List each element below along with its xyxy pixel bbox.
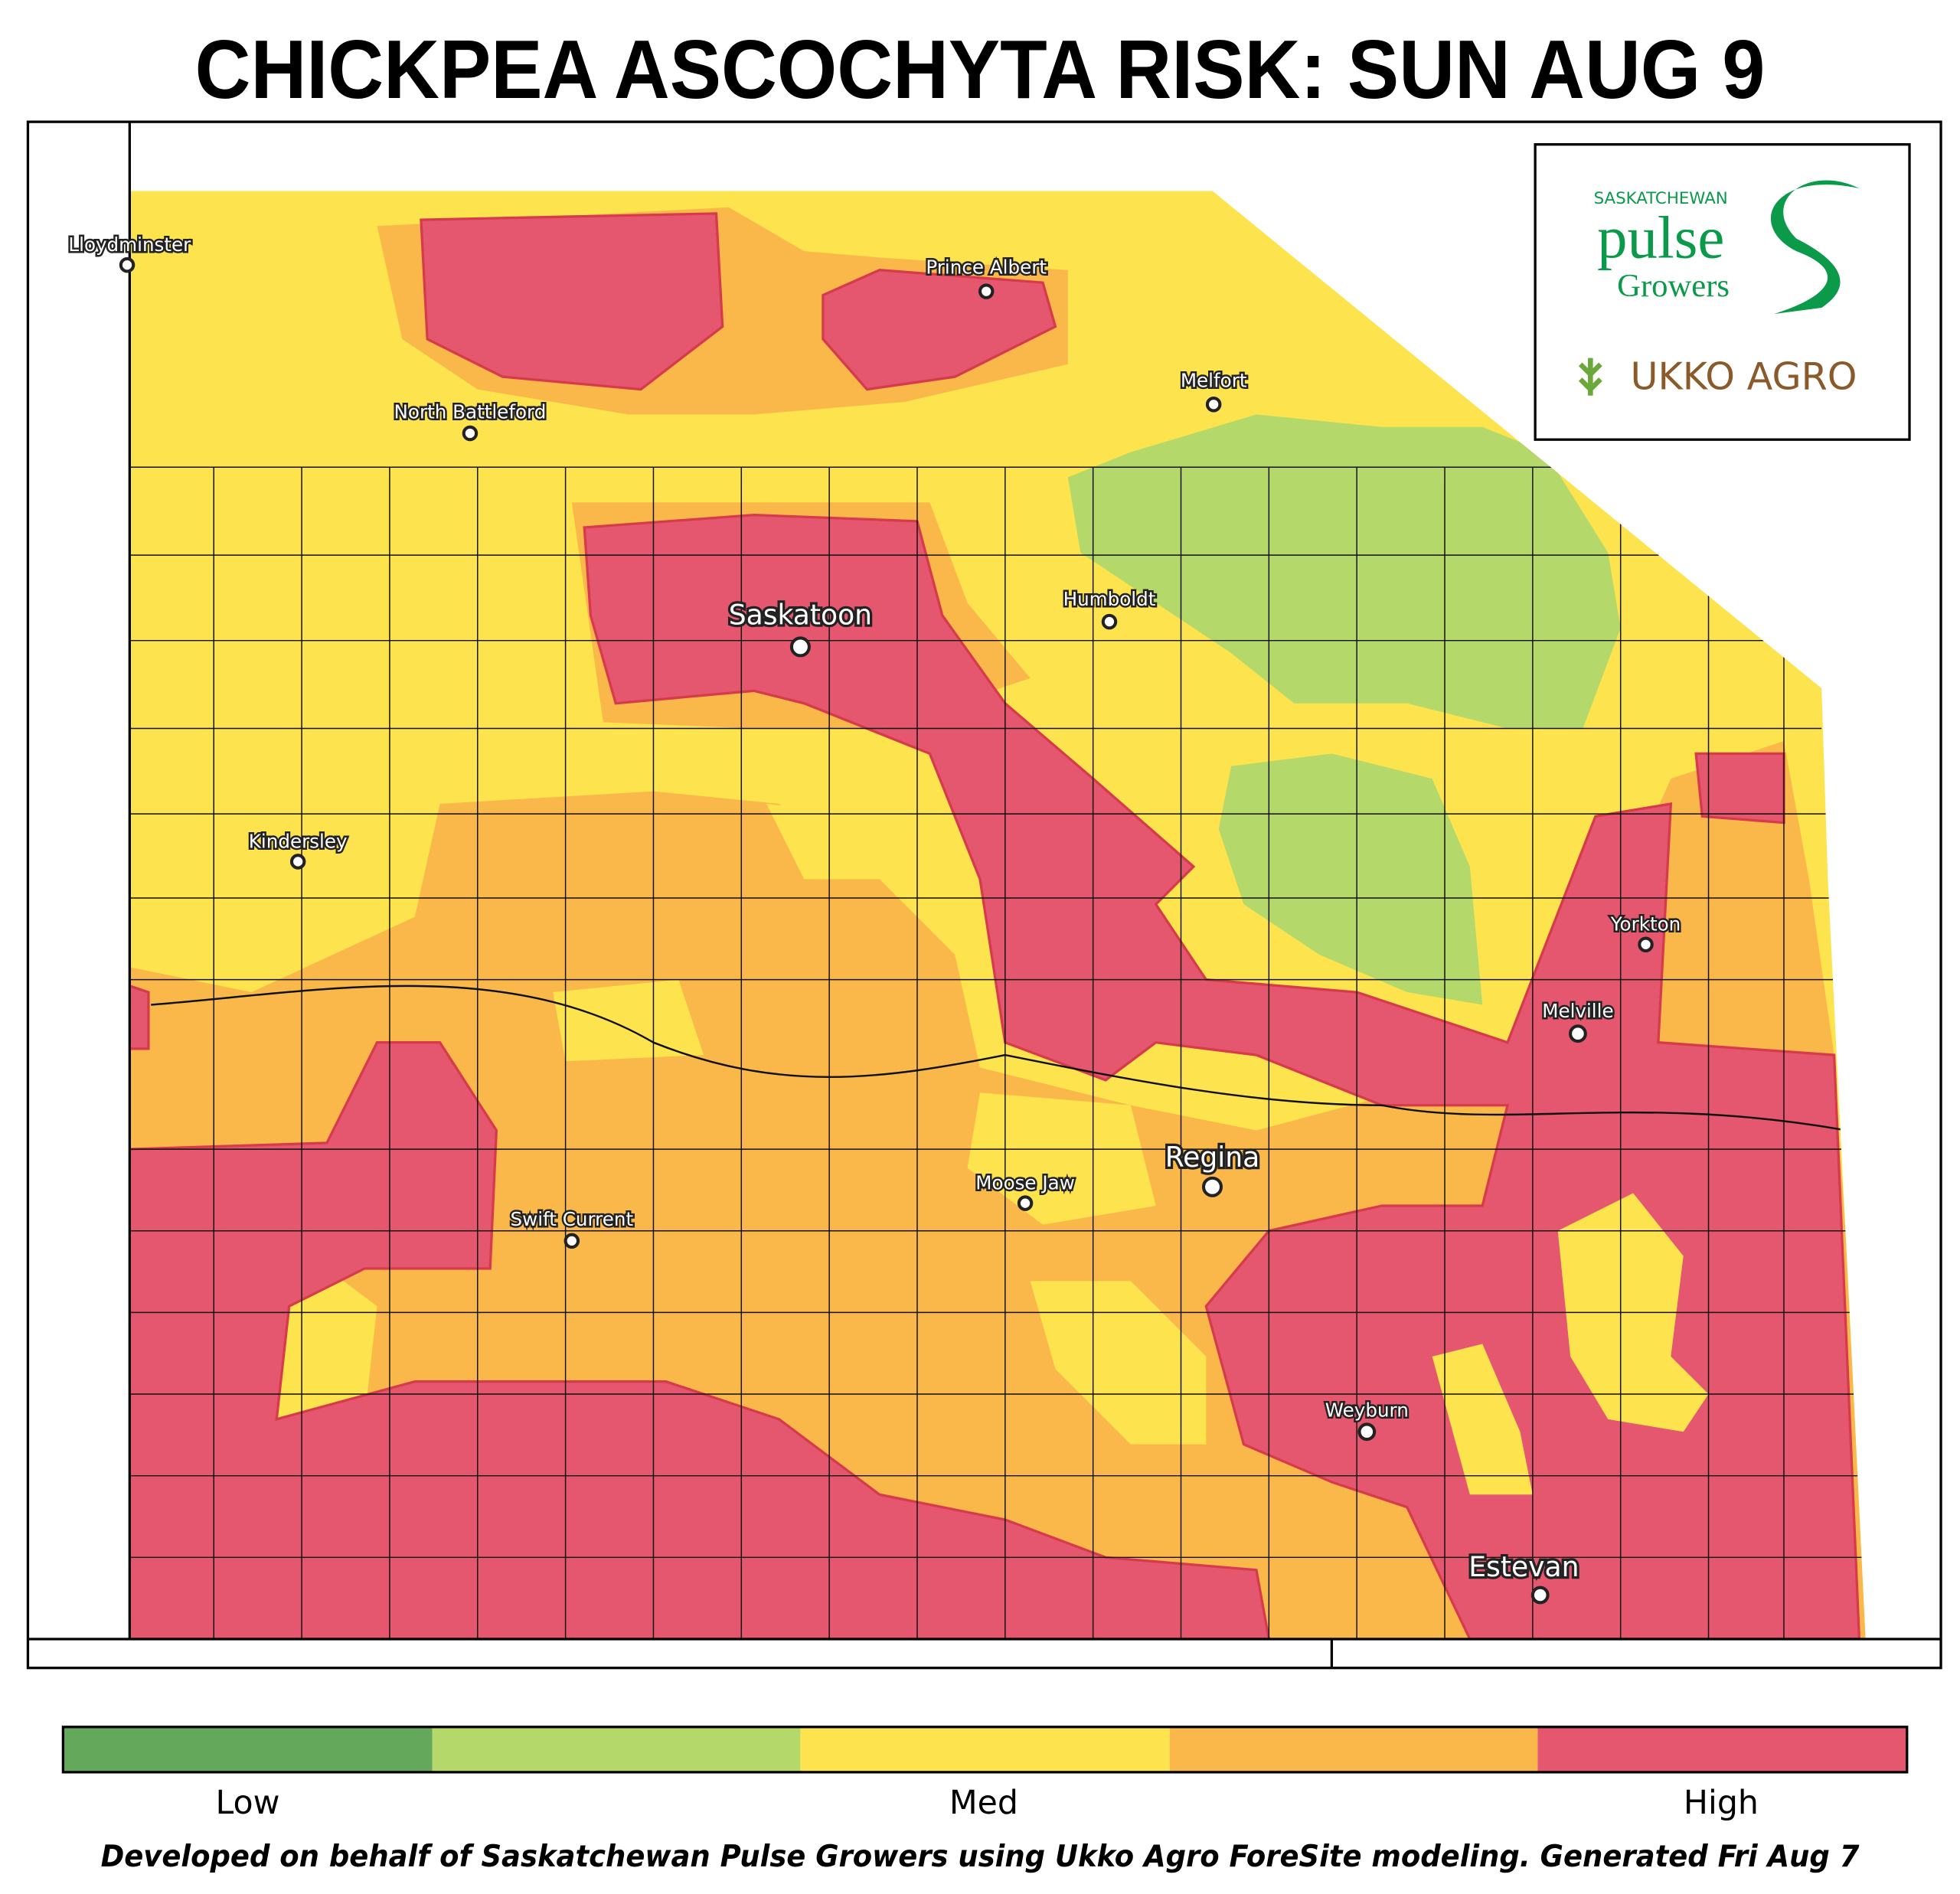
- city-dot: [789, 636, 811, 658]
- legend-frame: [61, 1726, 1909, 1774]
- city-label: Saskatoon: [729, 599, 872, 631]
- logo-org-top: SASKATCHEWAN: [1594, 189, 1728, 208]
- river: [151, 985, 1847, 1132]
- risk-high: [129, 212, 1861, 1639]
- city-dot: [1357, 1422, 1377, 1442]
- city-label: Melville: [1542, 1000, 1613, 1022]
- city-dot: [1530, 1585, 1550, 1605]
- rm-boundaries: [129, 466, 1866, 1639]
- city-label: North Battleford: [394, 400, 547, 423]
- legend-swatch: [1537, 1726, 1907, 1772]
- cities: Lloydminster Prince Albert Melfort North…: [67, 232, 1683, 1605]
- city-label: Kindersley: [249, 830, 348, 852]
- city-dot: [1569, 1024, 1587, 1043]
- province-border: [28, 122, 1942, 1668]
- city-label: Prince Albert: [926, 256, 1047, 279]
- city-dot: [978, 283, 995, 299]
- legend-swatch: [432, 1726, 801, 1772]
- logo-org-sub: Growers: [1617, 268, 1730, 304]
- city-label: Moose Jaw: [975, 1172, 1075, 1194]
- partner-name: UKKO AGRO: [1630, 354, 1857, 399]
- legend-label: Med: [949, 1784, 1018, 1822]
- city-label: Lloydminster: [68, 233, 191, 256]
- city-dot: [462, 425, 479, 442]
- city-label: Estevan: [1468, 1551, 1579, 1583]
- legend: Low Med High: [61, 1726, 1909, 1822]
- logo-mark: [1770, 180, 1860, 315]
- city-dot: [1201, 1176, 1223, 1197]
- city-dot: [1638, 936, 1654, 952]
- city-label: Weyburn: [1325, 1399, 1409, 1422]
- risk-low: [1067, 414, 1734, 1005]
- city-dot: [119, 256, 136, 273]
- city-dot: [1205, 397, 1222, 413]
- legend-swatch: [63, 1726, 433, 1772]
- city-dot: [289, 854, 306, 870]
- city-dot: [1017, 1195, 1034, 1211]
- footer-note: Developed on behalf of Saskatchewan Puls…: [101, 1839, 1860, 1874]
- city-label: Humboldt: [1063, 588, 1156, 610]
- legend-label: Low: [216, 1784, 280, 1822]
- legend-swatch: [800, 1726, 1170, 1772]
- map-title: CHICKPEA ASCOCHYTA RISK: SUN AUG 9: [195, 23, 1766, 116]
- city-dot: [1101, 613, 1118, 630]
- city-label: Swift Current: [510, 1208, 633, 1230]
- legend-label: High: [1684, 1784, 1759, 1822]
- city-dot: [564, 1233, 580, 1249]
- partner-icon: [1578, 358, 1602, 396]
- logo-box: SASKATCHEWAN pulse Growers UKKO AGRO: [1534, 143, 1911, 441]
- city-label: Melfort: [1181, 369, 1247, 391]
- logo-org-main: pulse: [1597, 204, 1724, 271]
- city-label: Regina: [1165, 1141, 1260, 1174]
- risk-med-island: [1432, 1193, 1709, 1495]
- legend-swatch: [1169, 1726, 1538, 1772]
- city-label: Yorkton: [1610, 913, 1681, 936]
